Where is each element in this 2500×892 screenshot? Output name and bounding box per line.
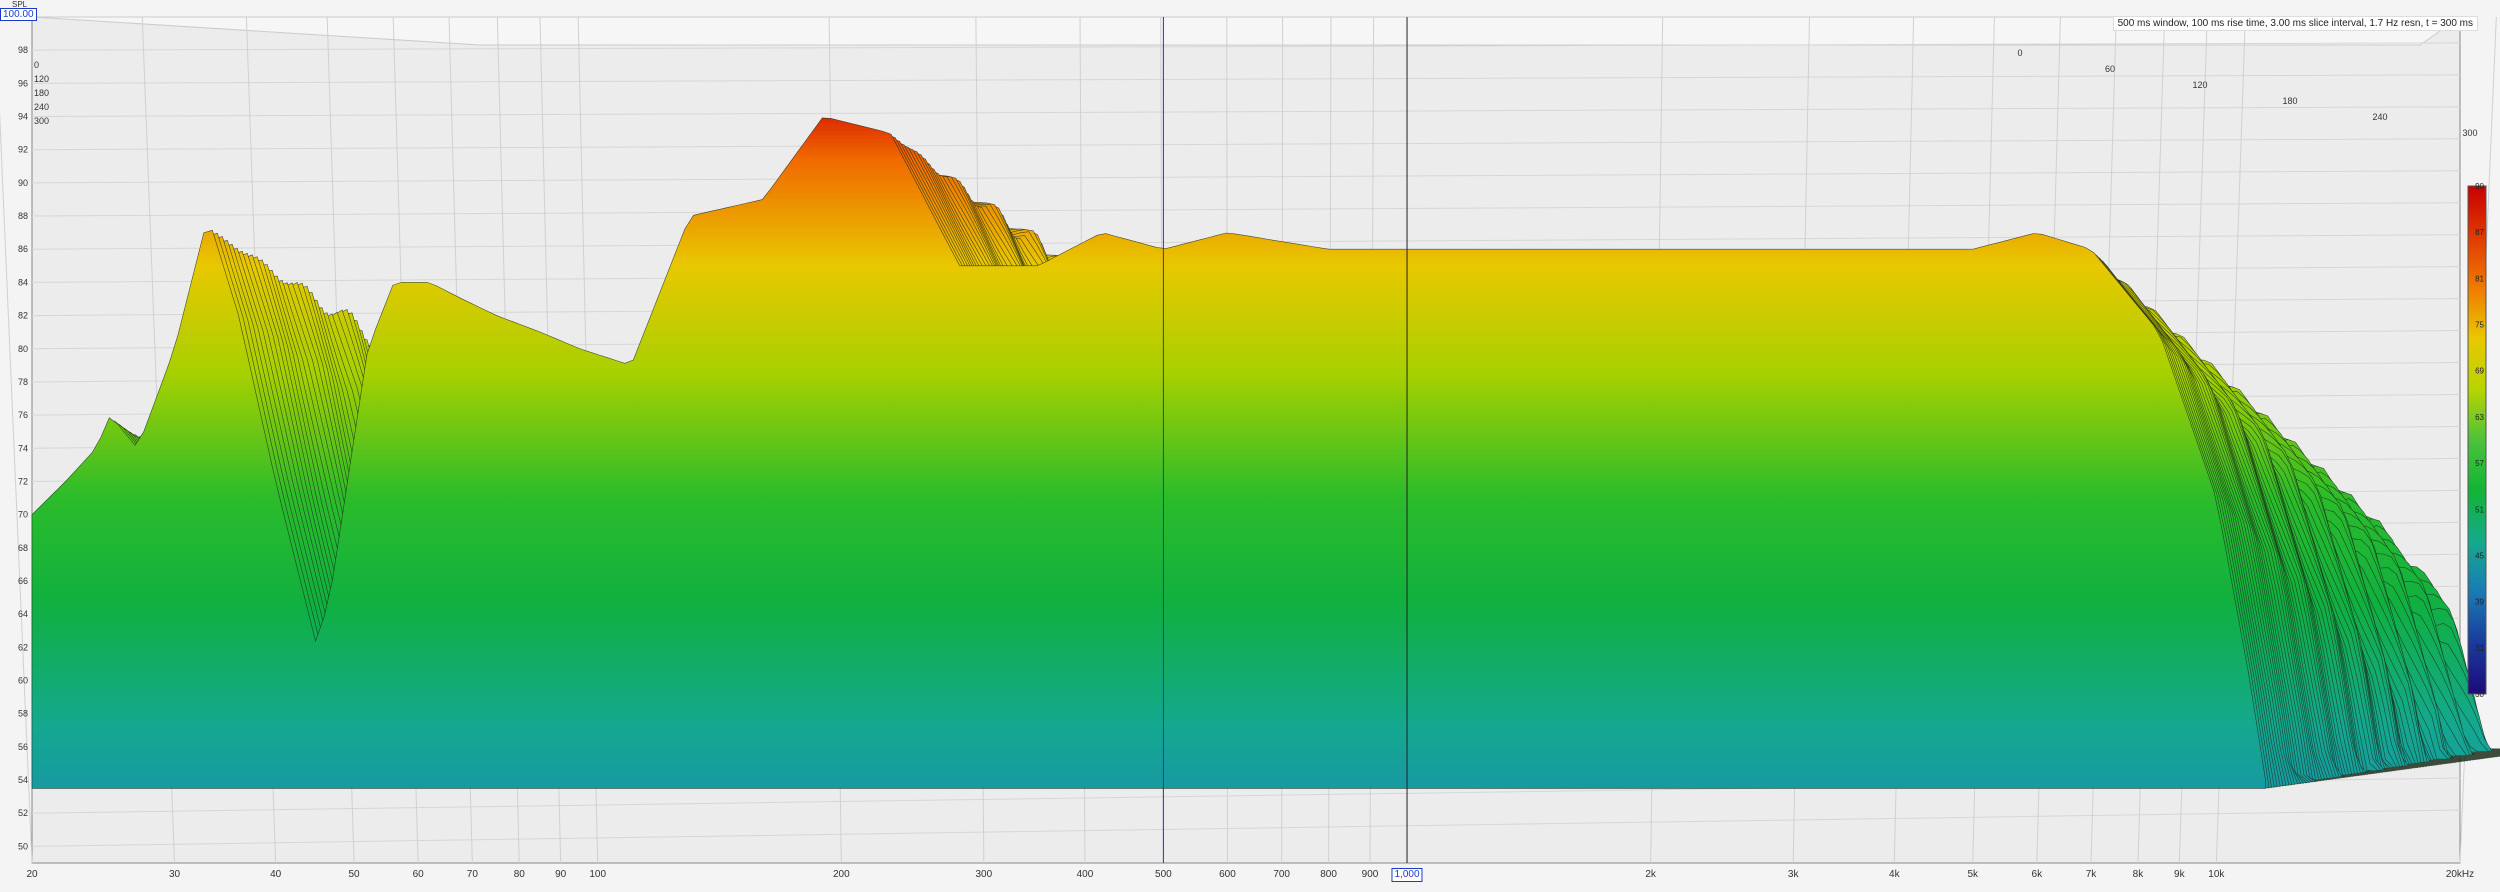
x-tick-label: 800 <box>1320 869 1337 880</box>
y-tick-label: 74 <box>18 443 28 453</box>
x-tick-label: 90 <box>555 869 567 880</box>
time-axis-label: 0 <box>2017 48 2022 58</box>
y-tick-label: 92 <box>18 145 28 155</box>
colorbar-tick-label: 69 <box>2475 367 2484 376</box>
x-tick-label: 20kHz <box>2446 869 2474 880</box>
y-tick-label: 76 <box>18 410 28 420</box>
time-axis-label-left: 0 <box>34 60 39 70</box>
colorbar-tick-label: 33 <box>2475 644 2484 653</box>
y-tick-label: 64 <box>18 609 28 619</box>
y-tick-label: 56 <box>18 742 28 752</box>
x-tick-label: 30 <box>169 869 181 880</box>
colorbar-tick-label: 51 <box>2475 505 2484 514</box>
x-tick-label: 8k <box>2133 869 2145 880</box>
x-tick-label: 70 <box>467 869 479 880</box>
y-tick-label: 62 <box>18 642 28 652</box>
y-tick-label: 52 <box>18 808 28 818</box>
x-tick-label: 3k <box>1788 869 1800 880</box>
time-axis-label-left: 300 <box>34 116 49 126</box>
x-tick-label: 300 <box>976 869 993 880</box>
y-tick-label: 58 <box>18 709 28 719</box>
cursor-frequency-readout: 1,000 <box>1392 868 1423 882</box>
x-tick-label: 900 <box>1362 869 1379 880</box>
x-tick-label: 10k <box>2208 869 2225 880</box>
time-axis-label: 60 <box>2105 64 2115 74</box>
colorbar-tick-label: 87 <box>2475 228 2484 237</box>
y-tick-label: 98 <box>18 45 28 55</box>
y-tick-label: 88 <box>18 211 28 221</box>
x-tick-label: 100 <box>589 869 606 880</box>
y-tick-label: 94 <box>18 112 28 122</box>
time-axis-label: 180 <box>2282 96 2297 106</box>
time-axis-label-left: 240 <box>34 102 49 112</box>
x-tick-label: 6k <box>2032 869 2044 880</box>
colorbar-tick-label: 39 <box>2475 598 2484 607</box>
y-tick-label: 80 <box>18 344 28 354</box>
y-tick-label: 82 <box>18 311 28 321</box>
x-tick-label: 50 <box>349 869 361 880</box>
x-tick-label: 60 <box>413 869 425 880</box>
cursor-value-readout: 100.00 <box>0 8 37 21</box>
x-tick-label: 4k <box>1889 869 1901 880</box>
colorbar-tick-label: 81 <box>2475 274 2484 283</box>
x-tick-label: 700 <box>1273 869 1290 880</box>
x-tick-label: 400 <box>1077 869 1094 880</box>
y-tick-label: 96 <box>18 78 28 88</box>
y-axis-label: SPL <box>12 0 27 9</box>
time-axis-label-left: 120 <box>34 74 49 84</box>
time-axis-label: 240 <box>2372 112 2387 122</box>
time-axis-label-left: 180 <box>34 88 49 98</box>
y-tick-label: 72 <box>18 476 28 486</box>
colorbar-tick-label: 30 <box>2475 690 2484 699</box>
x-tick-label: 80 <box>514 869 526 880</box>
y-tick-label: 78 <box>18 377 28 387</box>
x-tick-label: 9k <box>2174 869 2186 880</box>
colorbar-tick-label: 45 <box>2475 551 2484 560</box>
x-tick-label: 40 <box>270 869 282 880</box>
colorbar <box>2468 186 2486 694</box>
time-axis-label: 300 <box>2462 128 2477 138</box>
y-tick-label: 54 <box>18 775 28 785</box>
y-tick-label: 84 <box>18 277 28 287</box>
y-tick-label: 68 <box>18 543 28 553</box>
colorbar-tick-label: 63 <box>2475 413 2484 422</box>
colorbar-tick-label: 75 <box>2475 321 2484 330</box>
analysis-parameters-annotation: 500 ms window, 100 ms rise time, 3.00 ms… <box>2113 16 2478 31</box>
x-tick-label: 500 <box>1155 869 1172 880</box>
y-tick-label: 50 <box>18 841 28 851</box>
x-tick-label: 2k <box>1645 869 1657 880</box>
colorbar-tick-label: 90 <box>2475 182 2484 191</box>
x-tick-label: 20 <box>26 869 38 880</box>
x-tick-label: 5k <box>1967 869 1979 880</box>
x-tick-label: 7k <box>2086 869 2098 880</box>
x-tick-label: 200 <box>833 869 850 880</box>
y-tick-label: 70 <box>18 510 28 520</box>
y-tick-label: 66 <box>18 576 28 586</box>
y-tick-label: 86 <box>18 244 28 254</box>
colorbar-tick-label: 57 <box>2475 459 2484 468</box>
y-tick-label: 60 <box>18 676 28 686</box>
time-axis-label: 120 <box>2192 80 2207 90</box>
x-tick-label: 600 <box>1219 869 1236 880</box>
y-tick-label: 90 <box>18 178 28 188</box>
